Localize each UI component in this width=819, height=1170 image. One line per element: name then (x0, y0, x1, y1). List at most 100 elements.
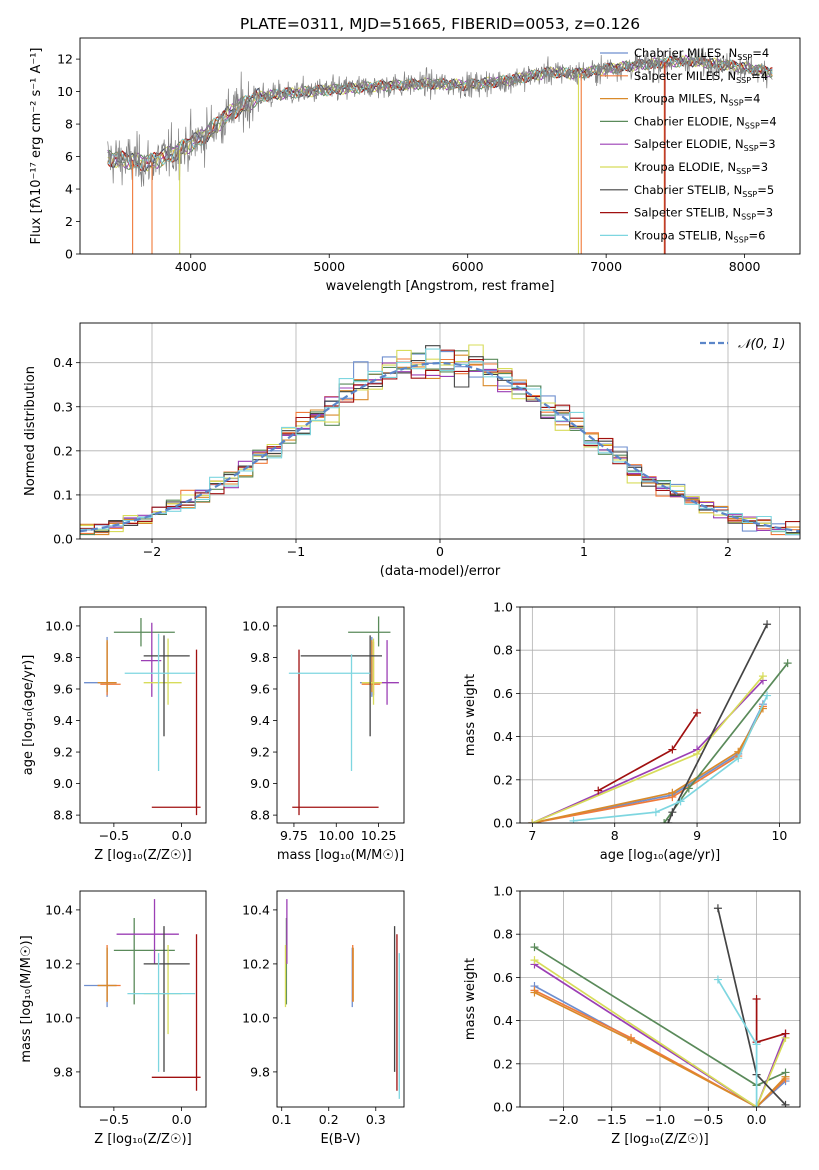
y-tick-label: 0.8 (493, 643, 513, 658)
x-tick-label: −0.5 (99, 828, 129, 843)
mass-age-panel: 9.75 10.00 10.25 8.8 9.0 9.2 9.4 9.6 9.8 10.0 mass… (242, 606, 405, 863)
plot-area (284, 899, 400, 1099)
x-tick-label: 2 (724, 544, 732, 559)
mass-weight-marker (530, 956, 539, 965)
y-tick-label: 12 (57, 52, 73, 67)
y-tick-label: 0.8 (493, 927, 513, 942)
axes-frame (276, 606, 405, 824)
figure-title: PLATE=0311, MJD=51665, FIBERID=0053, z=0… (240, 15, 640, 33)
x-axis-label: Z [log₁₀(Z/Z☉)] (94, 1132, 191, 1147)
y-tick-label: 0.4 (493, 729, 513, 744)
x-axis-label: Z [log₁₀(Z/Z☉)] (611, 1132, 708, 1147)
axes: −2.0 −1.5 −1.0 −0.5 0.0 0.0 0.2 0.4 0.6 0.8 1.0 Z [… (463, 884, 801, 1147)
error-bar-point (97, 947, 117, 1002)
x-tick-label: 1 (580, 544, 588, 559)
mass-weight-marker (627, 1036, 636, 1045)
y-tick-label: 10.4 (242, 902, 270, 917)
z-age-panel: −0.5 0.0 8.8 9.0 9.2 9.4 9.6 9.8 10.0 Z [log₁₀(Z/… (21, 606, 207, 863)
x-tick-label: −2.0 (548, 1112, 578, 1127)
mass-weight-series (664, 620, 772, 823)
x-tick-label: 0.0 (172, 828, 192, 843)
axes-frame (276, 890, 405, 1108)
mass-weight-marker (758, 672, 767, 681)
mass-weight-series (713, 975, 761, 1107)
normal-curve-line (80, 361, 800, 533)
z-mass-panel: −0.5 0.0 9.8 10.0 10.2 10.4 Z [log₁₀(Z/Z☉)] mas… (19, 890, 207, 1147)
x-tick-label: −1.0 (645, 1112, 675, 1127)
y-tick-label: 0.6 (493, 686, 513, 701)
y-axis-label: Flux [fλ10⁻¹⁷ erg cm⁻² s⁻¹ A⁻¹] (29, 48, 44, 245)
x-tick-label: 0.0 (172, 1112, 192, 1127)
x-tick-label: 0.0 (747, 1112, 767, 1127)
y-tick-label: 9.4 (250, 713, 270, 728)
legend-label: Salpeter STELIB, NSSP=3 (634, 206, 773, 222)
y-tick-label: 10.0 (242, 618, 270, 633)
y-tick-label: 0.0 (493, 816, 513, 831)
y-tick-label: 9.8 (250, 1064, 270, 1079)
plot-area (84, 899, 201, 1091)
mass-weight-line (534, 963, 787, 1107)
error-bar-point (361, 638, 382, 705)
x-tick-label: −0.5 (693, 1112, 723, 1127)
axes: −0.5 0.0 9.8 10.0 10.2 10.4 Z [log₁₀(Z/Z☉)] mas… (19, 890, 207, 1147)
error-bar-point (113, 618, 175, 647)
legend-label: Kroupa MILES, NSSP=4 (634, 92, 760, 108)
x-axis-label: E(B-V) (320, 1132, 360, 1147)
axes-frame (519, 606, 801, 824)
x-tick-label: −2 (143, 544, 161, 559)
error-bar-point (300, 635, 382, 737)
error-bar-point (143, 635, 190, 737)
x-tick-label: 0.2 (319, 1112, 339, 1127)
mass-weight-marker (693, 708, 702, 717)
error-bar-point (140, 622, 162, 697)
mass-weight-line (534, 991, 787, 1107)
plot-area (107, 47, 773, 254)
x-axis-label: wavelength [Angstrom, rest frame] (326, 279, 555, 294)
error-bar-point (151, 934, 201, 1091)
axes: −0.5 0.0 8.8 9.0 9.2 9.4 9.6 9.8 10.0 Z [log₁₀(Z/… (21, 606, 207, 863)
x-tick-label: 6000 (452, 259, 484, 274)
mass-weight-marker (684, 784, 693, 793)
mass-weight-series (528, 672, 767, 823)
z-massweight-panel: −2.0 −1.5 −1.0 −0.5 0.0 0.0 0.2 0.4 0.6 0.8 1.0 Z [… (463, 884, 801, 1147)
x-tick-label: −0.5 (99, 1112, 129, 1127)
mass-weight-series (569, 691, 772, 823)
error-bar-point (288, 654, 371, 771)
y-axis-label: mass weight (463, 674, 478, 756)
y-tick-label: 0.4 (53, 355, 73, 370)
y-tick-label: 0.2 (53, 443, 73, 458)
axes-frame (79, 606, 207, 824)
y-tick-label: 1.0 (493, 600, 513, 615)
error-bar-point (127, 953, 196, 1072)
y-tick-label: 4 (65, 182, 73, 197)
y-tick-label: 9.2 (250, 745, 270, 760)
mass-weight-series (594, 708, 702, 795)
mass-weight-marker (752, 1040, 761, 1049)
y-axis-label: mass [log₁₀(M/M☉)] (19, 935, 34, 1062)
plot-area (530, 904, 790, 1107)
y-tick-label: 9.0 (250, 776, 270, 791)
mass-weight-series (752, 995, 790, 1047)
y-tick-label: 9.8 (53, 650, 73, 665)
legend-label: Chabrier STELIB, NSSP=5 (634, 183, 774, 199)
y-axis-label: mass weight (463, 958, 478, 1040)
mass-weight-marker (594, 786, 603, 795)
x-tick-label: −1.5 (597, 1112, 627, 1127)
y-tick-label: 0.4 (493, 1013, 513, 1028)
x-tick-label: 8000 (729, 259, 761, 274)
y-tick-label: 0 (65, 247, 73, 262)
axes: −2 −1 0 1 2 0.0 0.1 0.2 0.3 0.4 (data-model)/error… (23, 322, 801, 579)
error-bar-point (348, 616, 391, 647)
x-tick-label: 9 (693, 828, 701, 843)
mass-weight-marker (668, 745, 677, 754)
mass-weight-marker (693, 749, 702, 758)
x-tick-label: 9.75 (280, 828, 308, 843)
y-tick-label: 10 (57, 84, 73, 99)
x-tick-label: 0.3 (366, 1112, 386, 1127)
y-tick-label: 8.8 (250, 808, 270, 823)
mass-weight-marker (783, 659, 792, 668)
mass-weight-marker (752, 995, 761, 1003)
y-tick-label: 2 (65, 214, 73, 229)
plot-area (84, 618, 201, 816)
y-tick-label: 0.0 (53, 532, 73, 547)
